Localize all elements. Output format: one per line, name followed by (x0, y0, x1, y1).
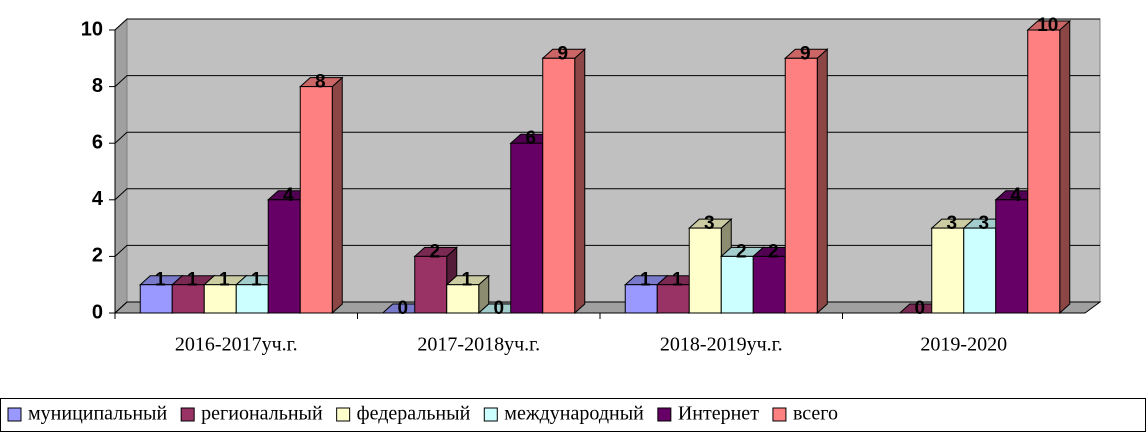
legend-label: Интернет (678, 403, 759, 425)
grid-line (114, 75, 1100, 87)
value-label: 9 (557, 43, 568, 64)
value-label: 1 (219, 270, 230, 291)
legend-label: муниципальный (28, 403, 167, 425)
value-label: 1 (672, 270, 683, 291)
grid-line (114, 18, 1100, 31)
value-label: 3 (704, 213, 715, 234)
value-label: 8 (315, 72, 326, 93)
bar (541, 48, 587, 315)
legend-swatch (483, 407, 498, 422)
y-tick-label: 4 (92, 188, 104, 210)
y-tick-label: 6 (92, 131, 103, 153)
x-tick-label: 2019-2020 (920, 334, 1007, 356)
value-label: 3 (946, 213, 957, 234)
y-tick-label: 10 (81, 18, 103, 40)
value-label: 2 (736, 241, 747, 262)
value-label: 0 (493, 298, 504, 319)
legend-swatch (180, 407, 195, 422)
x-tick-label: 2017-2018уч.г. (417, 334, 540, 356)
value-label: 4 (1010, 185, 1021, 206)
legend-label: региональный (201, 403, 323, 425)
value-label: 0 (397, 298, 408, 319)
value-label: 3 (978, 213, 989, 234)
value-label: 1 (187, 270, 198, 291)
value-label: 2 (768, 241, 779, 262)
legend-swatch (336, 407, 351, 422)
grid-line (114, 131, 1100, 144)
bar (298, 76, 344, 315)
y-tick-label: 0 (92, 301, 103, 323)
bar (783, 48, 829, 315)
x-tick-label: 2016-2017уч.г. (175, 334, 298, 356)
value-label: 1 (461, 270, 472, 291)
legend-swatch (657, 407, 672, 422)
value-label: 4 (283, 185, 294, 206)
value-label: 1 (155, 270, 166, 291)
y-tick-label: 8 (92, 75, 103, 97)
value-label: 1 (640, 270, 651, 291)
side-wall (114, 17, 128, 315)
legend-label: федеральный (357, 403, 471, 425)
value-label: 10 (1037, 15, 1058, 36)
legend-swatch (7, 407, 22, 422)
legend-label: международный (504, 403, 644, 425)
value-label: 0 (914, 298, 925, 319)
grid-line (114, 244, 1100, 257)
x-tick-label: 2018-2019уч.г. (660, 334, 783, 356)
value-label: 6 (525, 128, 536, 149)
value-label: 9 (800, 43, 811, 64)
legend-swatch (772, 407, 787, 422)
value-label: 2 (429, 241, 440, 262)
grid-line (114, 188, 1100, 201)
legend-label: всего (793, 403, 838, 425)
bar (445, 274, 491, 315)
value-label: 1 (251, 270, 262, 291)
bar (1026, 19, 1072, 315)
y-tick-label: 2 (92, 245, 103, 267)
